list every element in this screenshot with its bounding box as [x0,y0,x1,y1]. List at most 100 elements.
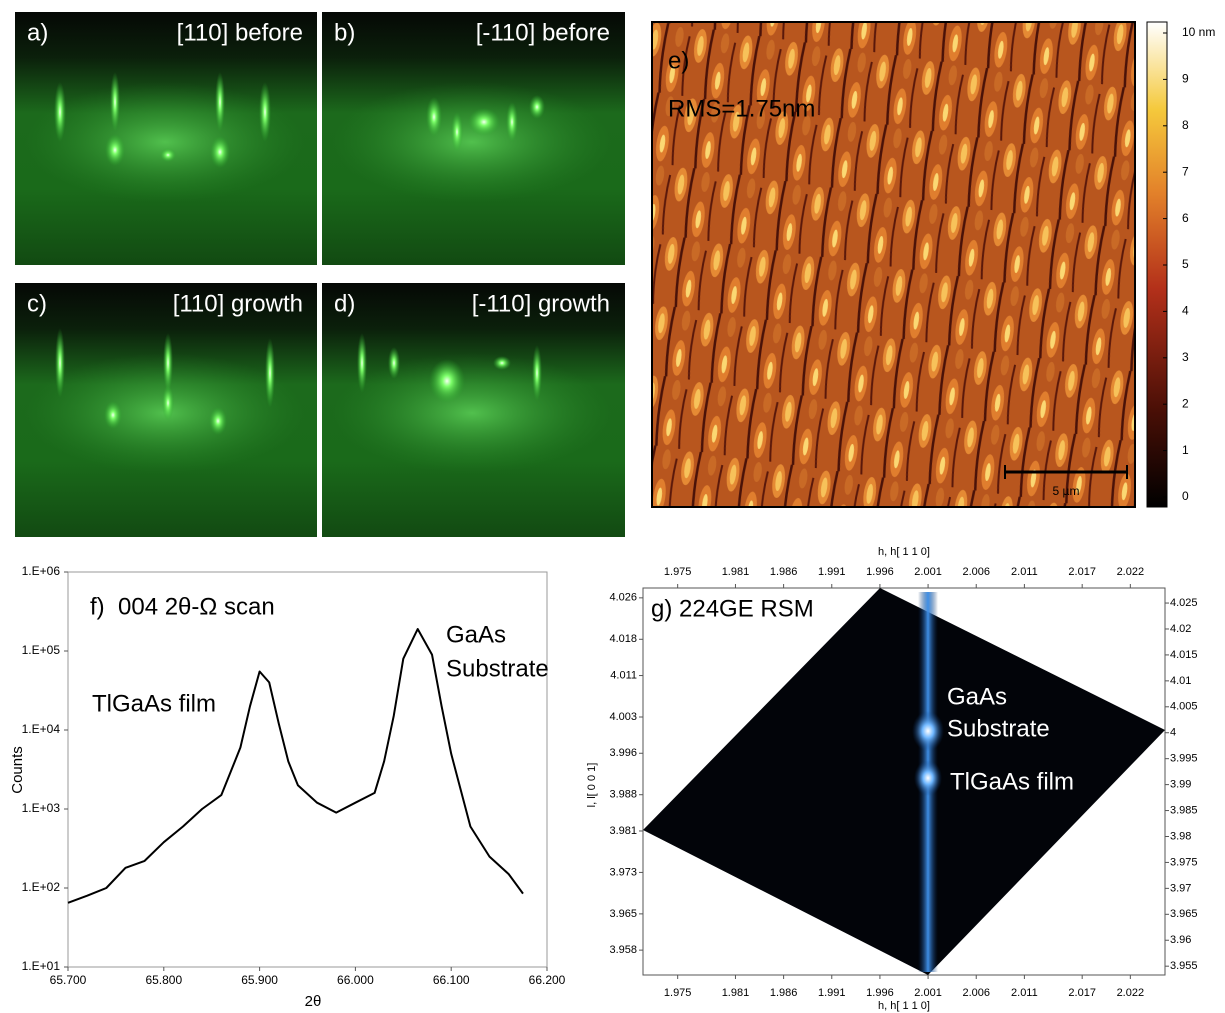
x-tick-label: 2.006 [962,987,990,999]
panel-label: d) [334,290,355,317]
y-tick-label: 1.E+03 [22,801,61,815]
y2-tick-label: 4.005 [1170,701,1198,713]
panel-label: a) [27,19,48,46]
y2-tick-label: 3.995 [1170,753,1198,765]
rheed-glow [332,82,612,202]
y2-tick-label: 3.98 [1170,830,1191,842]
x-tick-label: 1.981 [722,987,750,999]
rheed-spot [426,97,442,137]
rheed-spot [162,385,174,421]
panel-label: b) [334,19,355,46]
colorbar-tick-label: 9 [1182,72,1189,86]
rheed-glow [25,82,305,202]
y2-tick-label: 4 [1170,727,1176,739]
rheed-spot [110,72,120,132]
plot-frame [67,571,548,968]
y-tick-label: 1.E+05 [22,643,61,657]
rheed-spot [468,108,500,136]
annotation: Substrate [446,655,549,682]
x-axis-label: h, h[ 1 1 0] [878,546,930,558]
chart-title: g) 224GE RSM [651,595,814,622]
x-tick-label: 1.975 [664,566,692,578]
y-tick-label: 3.973 [609,866,637,878]
rheed-spot [532,345,542,401]
rheed-spot [451,112,463,152]
y-tick-label: 3.958 [609,944,637,956]
x-tick-label: 1.991 [818,987,846,999]
panel-title: [110] before [177,19,303,46]
y2-tick-label: 4.015 [1170,649,1198,661]
annotation: GaAs [947,683,1007,710]
y2-tick-label: 4.01 [1170,675,1191,687]
rheed-spot [388,347,400,379]
rheed-spot [210,136,230,168]
rheed-spot [265,338,275,408]
y-tick-label: 4.026 [609,592,637,604]
rheed-glow [332,353,612,473]
annotation: TlGaAs film [950,768,1074,795]
x-tick-label: 2.001 [914,987,942,999]
y2-tick-label: 3.99 [1170,779,1191,791]
rheed-spot [105,134,125,166]
x-tick-label: 65.900 [241,973,278,987]
rheed-panels [15,12,625,537]
rheed-spot [429,359,465,403]
rsm-peak [912,711,944,751]
xrd-chart: 1.E+01 1.E+02 1.E+03 1.E+04 1.E+05 1.E+06 65.7… [9,564,566,1010]
x-tick-label: 1.981 [722,566,750,578]
x-tick-label: 2.022 [1117,566,1145,578]
x-tick-label: 66.200 [529,973,566,987]
y2-tick-label: 3.975 [1170,856,1198,868]
rheed-spot [259,82,271,142]
rheed-spot [506,102,518,142]
y2-tick-label: 3.97 [1170,882,1191,894]
annotation: Substrate [947,715,1050,742]
colorbar-tick-label: 7 [1182,164,1189,178]
x-tick-label: 1.991 [818,566,846,578]
data-line [67,628,524,904]
y2-tick-label: 3.965 [1170,908,1198,920]
x-tick-label: 65.700 [50,973,87,987]
rheed-spot [163,333,173,393]
rsm-chart: 1.975 1.975 1.981 1.981 1.986 1.986 1.991 1.991… [586,546,1198,1012]
rheed-spot [104,401,122,429]
x-tick-label: 2.011 [1011,566,1038,578]
rheed-spot [215,72,225,132]
y-tick-label: 1.E+06 [22,564,61,578]
x-axis-label: h, h[ 1 1 0] [878,1000,930,1012]
x-tick-label: 2.017 [1068,566,1096,578]
panel-label: c) [27,290,47,317]
y2-tick-label: 4.02 [1170,623,1191,635]
rheed-spot [160,148,176,162]
y-tick-label: 1.E+04 [22,722,61,736]
y-axis-label: Counts [9,746,26,794]
rheed-spot [357,333,367,393]
y-tick-label: 4.003 [609,711,637,723]
colorbar-tick-label: 5 [1182,257,1189,271]
y2-tick-label: 3.96 [1170,934,1191,946]
y-tick-label: 3.988 [609,789,637,801]
y-tick-label: 3.965 [609,908,637,920]
rheed-spot [55,328,65,398]
y2-tick-label: 3.985 [1170,804,1198,816]
x-tick-label: 2.011 [1011,987,1038,999]
panel-title: [-110] before [476,19,610,46]
annotation: GaAs [446,621,506,648]
rheed-spot [209,407,227,435]
x-tick-label: 1.996 [866,566,894,578]
rsm-map [643,588,1165,975]
rheed-spot [493,356,511,370]
panel-label: e) [668,47,689,74]
x-tick-label: 1.996 [866,987,894,999]
afm-image [651,21,1136,508]
rsm-peak [914,760,942,796]
afm-panel: 5 µm e) RMS=1.75nm [651,21,1168,508]
panel-title: [110] growth [173,290,303,317]
colorbar-tick-label: 3 [1182,350,1189,364]
colorbar-tick-label: 10 nm [1182,25,1215,39]
x-axis-label: 2θ [305,993,322,1010]
x-tick-label: 2.001 [914,566,942,578]
colorbar-tick-label: 6 [1182,211,1189,225]
y2-tick-label: 3.955 [1170,960,1198,972]
